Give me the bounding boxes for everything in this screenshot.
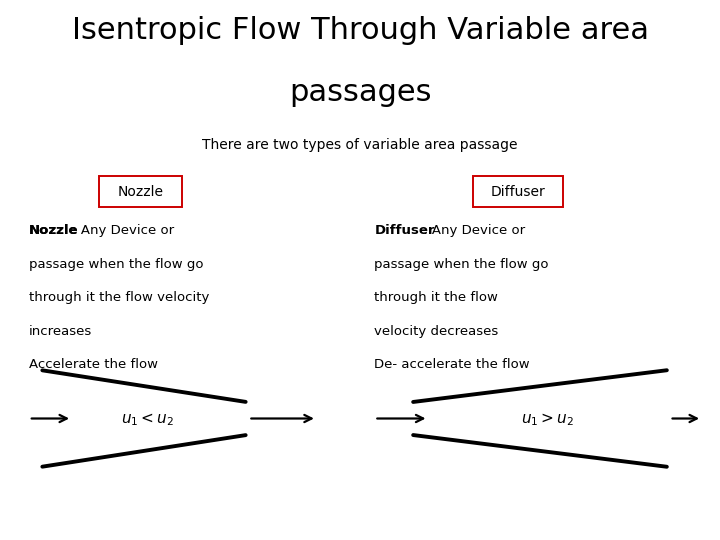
FancyBboxPatch shape <box>474 176 563 207</box>
Text: passage when the flow go: passage when the flow go <box>29 258 203 271</box>
FancyBboxPatch shape <box>99 176 181 207</box>
Text: through it the flow velocity: through it the flow velocity <box>29 291 210 304</box>
Text: Nozzle : Any Device or
passage when the flow go
through it the flow velocity
inc: Nozzle : Any Device or passage when the … <box>29 224 210 315</box>
Text: : Any Device or: : Any Device or <box>68 224 174 237</box>
Text: velocity decreases: velocity decreases <box>374 325 499 338</box>
Text: Nozzle: Nozzle <box>29 224 78 237</box>
Text: Isentropic Flow Through Variable area: Isentropic Flow Through Variable area <box>71 16 649 45</box>
Text: $u_1 < u_2$: $u_1 < u_2$ <box>121 412 174 428</box>
Text: $u_1 > u_2$: $u_1 > u_2$ <box>521 412 574 428</box>
Text: through it the flow: through it the flow <box>374 291 498 304</box>
Text: Diffuser: Diffuser <box>491 185 546 199</box>
Text: De- accelerate the flow: De- accelerate the flow <box>374 358 530 371</box>
Text: : Any Device or: : Any Device or <box>419 224 525 237</box>
Text: Nozzle: Nozzle <box>29 224 78 237</box>
Text: Diffuser: Diffuser <box>374 224 435 237</box>
Text: Accelerate the flow: Accelerate the flow <box>29 358 158 371</box>
Text: passage when the flow go: passage when the flow go <box>374 258 549 271</box>
Text: passages: passages <box>289 78 431 107</box>
Text: Nozzle: Nozzle <box>117 185 163 199</box>
Text: increases: increases <box>29 325 92 338</box>
Text: There are two types of variable area passage: There are two types of variable area pas… <box>202 138 518 152</box>
